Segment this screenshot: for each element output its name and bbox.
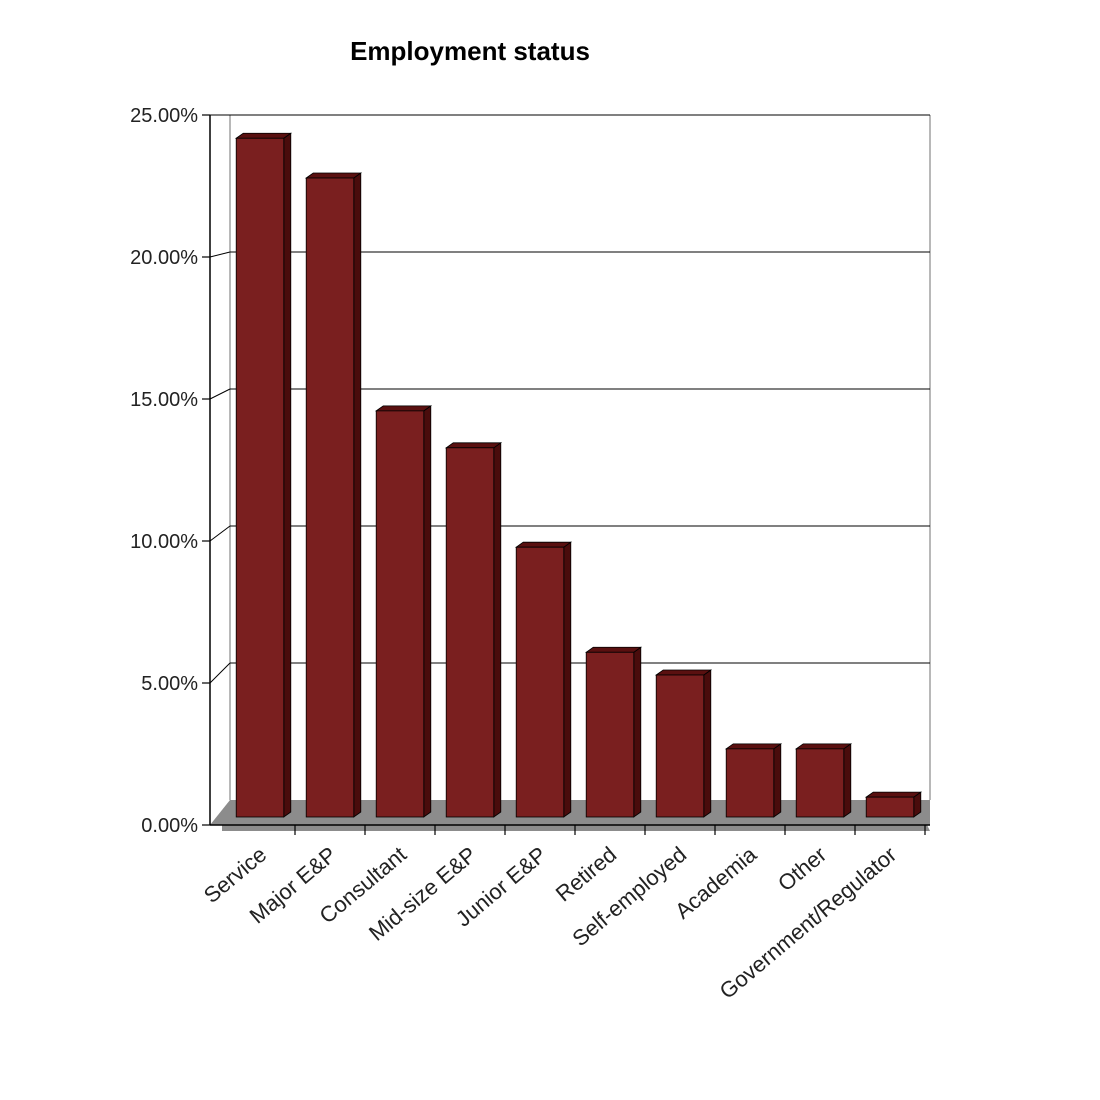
bar-top — [584, 646, 643, 653]
bar-side — [563, 541, 572, 818]
bar — [725, 748, 775, 818]
y-tick-label: 20.00% — [130, 247, 198, 269]
y-tick-label: 0.00% — [141, 815, 198, 837]
bar-side — [283, 132, 292, 818]
bar — [515, 546, 565, 818]
bar-side — [353, 172, 362, 818]
chart-title: Employment status — [350, 36, 590, 66]
bar — [375, 410, 425, 818]
gridline-depth — [209, 388, 231, 400]
y-tick-labels: 0.00% 5.00% 10.00% 15.00% 20.00% 25.00% — [130, 105, 198, 837]
bar-side — [773, 743, 782, 818]
bars — [234, 132, 923, 818]
bar-top — [444, 442, 503, 449]
bar-top — [234, 132, 293, 139]
bar-side — [633, 646, 642, 818]
bar — [305, 177, 355, 818]
gridline-depth — [209, 251, 231, 258]
x-tick-label: Other — [773, 842, 831, 897]
bar-top — [794, 743, 853, 750]
gridline-depth — [209, 525, 231, 542]
bar — [585, 651, 635, 818]
bar — [235, 137, 285, 818]
bar — [865, 796, 915, 818]
bar-side — [703, 669, 712, 818]
bar — [655, 674, 705, 818]
bar-top — [724, 743, 783, 750]
bar — [795, 748, 845, 818]
y-tick-label: 5.00% — [141, 673, 198, 695]
bar-top — [864, 791, 923, 798]
bar-side — [843, 743, 852, 818]
bar-top — [304, 172, 363, 179]
axes — [202, 114, 930, 835]
bar — [445, 447, 495, 818]
y-tick-label: 25.00% — [130, 105, 198, 127]
y-tick-label: 10.00% — [130, 531, 198, 553]
bar-top — [654, 669, 713, 676]
bar-side — [493, 442, 502, 818]
bar-side — [423, 405, 432, 818]
y-tick-label: 15.00% — [130, 389, 198, 411]
gridline-depth — [209, 662, 231, 684]
bar-top — [374, 405, 433, 412]
bar-top — [514, 541, 573, 548]
